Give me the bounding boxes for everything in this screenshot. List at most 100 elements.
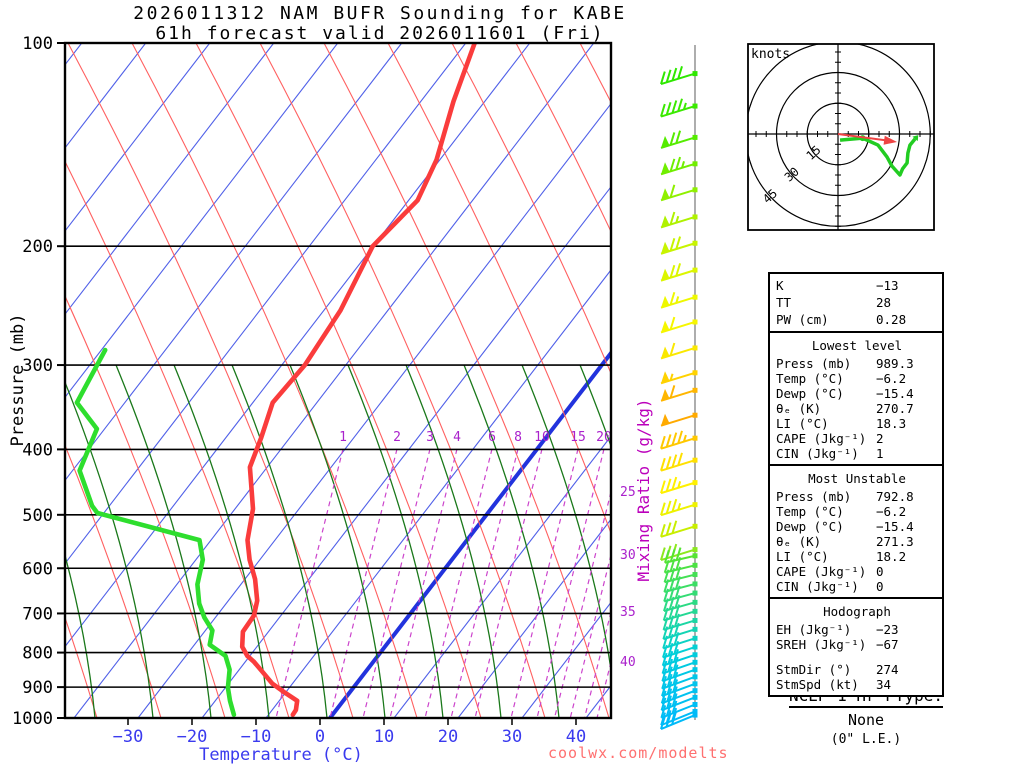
pressure-tick-label: 700 [22,604,53,624]
wind-barb [662,641,698,659]
wind-barb [660,236,698,255]
watermark-link[interactable]: coolwx.com/modelts [548,744,729,762]
stats-label: Dewp (°C) [776,386,844,401]
pressure-tick-label: 500 [22,506,53,526]
wind-barb [660,263,698,282]
isotherm-line [137,102,611,718]
mixing-ratio-line [583,611,611,718]
stats-value: −15.4 [876,519,914,534]
temperature-tick-label: 20 [438,727,458,747]
stats-value: 0 [876,564,884,579]
stats-value: 18.3 [876,416,907,431]
pressure-tick-label: 300 [22,356,53,376]
pressure-tick-label: 1000 [12,709,53,729]
mixing-ratio-label-right: 25 [620,485,636,500]
temperature-tick-label: 40 [566,727,586,747]
stats-label: Press (mb) [776,489,852,504]
stats-label: Press (mb) [776,356,852,371]
stats-row: LI (°C) 18.3 [776,416,938,431]
wind-barb [660,385,698,402]
sounding-stats-table: K −13 TT 28 PW (cm) 0.28 Lowest level Press (mb… [768,272,944,697]
stats-label: SREH (Jkg⁻¹) [776,637,867,652]
mixing-ratio-line [596,661,611,718]
stats-value: 2 [876,431,884,446]
wind-barb [660,65,698,86]
temperature-tick-label: 30 [502,727,522,747]
temperature-tick-label: −30 [113,727,144,747]
stats-value: 792.8 [876,489,914,504]
stats-label: CAPE (Jkg⁻¹) [776,431,867,446]
isotherm-line [265,269,611,718]
stats-section-most-unstable: Most Unstable Press (mb) 792.8 Temp (°C) −6.… [770,464,942,597]
storm-motion-arrow [837,133,892,142]
wind-barb [660,316,698,334]
isotherm-line [65,43,403,482]
dry-adiabats [65,43,611,718]
wind-barb [662,632,698,650]
stats-value: −67 [876,637,899,652]
moist-adiabat-line [65,380,154,718]
stats-section-lowest-level: Lowest level Press (mb) 989.3 Temp (°C) −6.2… [770,331,942,464]
wind-barb [661,679,698,698]
moist-adiabat-line [231,364,328,718]
dewpoint-curve [74,347,237,718]
dry-adiabat-line [131,43,418,718]
mixing-ratio-label-right: 30 [620,548,636,563]
stats-value: 34 [876,677,892,692]
stats-value: −6.2 [876,371,907,386]
wind-barb [662,604,698,622]
stats-row: CIN (Jkg⁻¹) 1 [776,446,938,461]
stats-row: SREH (Jkg⁻¹) −67 [776,637,938,652]
pressure-tick-label: 200 [22,237,53,257]
stats-value: −6.2 [876,504,907,519]
wind-barb-column [660,45,698,730]
wind-barb [660,412,698,427]
wind-barb [661,664,698,683]
dry-adiabat-line [65,616,98,718]
stats-label: StmDir (°) [776,662,852,677]
stats-row: EH (Jkg⁻¹) −23 [776,622,938,637]
stats-row: CIN (Jkg⁻¹) 0 [776,579,938,594]
stats-label: StmSpd (kt) [776,677,859,692]
moist-adiabat-line [579,364,611,449]
wind-barb [660,156,698,176]
zero-isotherm-line [328,349,611,718]
mixing-ratio-label: 8 [514,430,522,445]
mixing-ratio-line [536,448,605,718]
hodograph-units-label: knots [751,47,791,62]
stats-label: CAPE (Jkg⁻¹) [776,564,867,579]
wind-barb [660,370,698,385]
wind-barb [663,576,698,593]
stats-label: LI (°C) [776,416,829,431]
hodograph-trace [839,136,917,177]
mixing-ratio-label: 2 [393,430,401,445]
stats-label: CIN (Jkg⁻¹) [776,579,859,594]
stats-row: PW (cm) 0.28 [776,311,938,328]
wind-barb [660,98,698,118]
wind-barb [660,130,698,149]
mixing-ratio-line [424,448,493,718]
wind-barb [660,342,698,360]
wind-barb [660,700,698,719]
wind-barb [661,649,698,667]
dry-adiabat-line [259,43,546,718]
mixing-ratio-label-right: 40 [620,655,636,670]
isotherm-line [201,185,611,718]
moist-adiabat-line [405,364,502,718]
stats-label: Temp (°C) [776,371,844,386]
temperature-tick-label: −20 [177,727,208,747]
isotherm-line [65,43,275,316]
isotherm-line [65,43,339,399]
stats-row: TT 28 [776,294,938,311]
stats-label: EH (Jkg⁻¹) [776,622,852,637]
wind-barb [662,613,698,631]
wind-barb [660,211,698,229]
wind-barb [661,656,698,675]
stats-row: CAPE (Jkg⁻¹) 2 [776,431,938,446]
isotherm-line [457,518,611,718]
stats-section-indices: K −13 TT 28 PW (cm) 0.28 [770,274,942,331]
stats-value: 1 [876,446,884,461]
dry-adiabat-line [323,43,610,718]
mixing-ratio-line [510,448,579,718]
stats-section-title: Hodograph [823,604,891,619]
